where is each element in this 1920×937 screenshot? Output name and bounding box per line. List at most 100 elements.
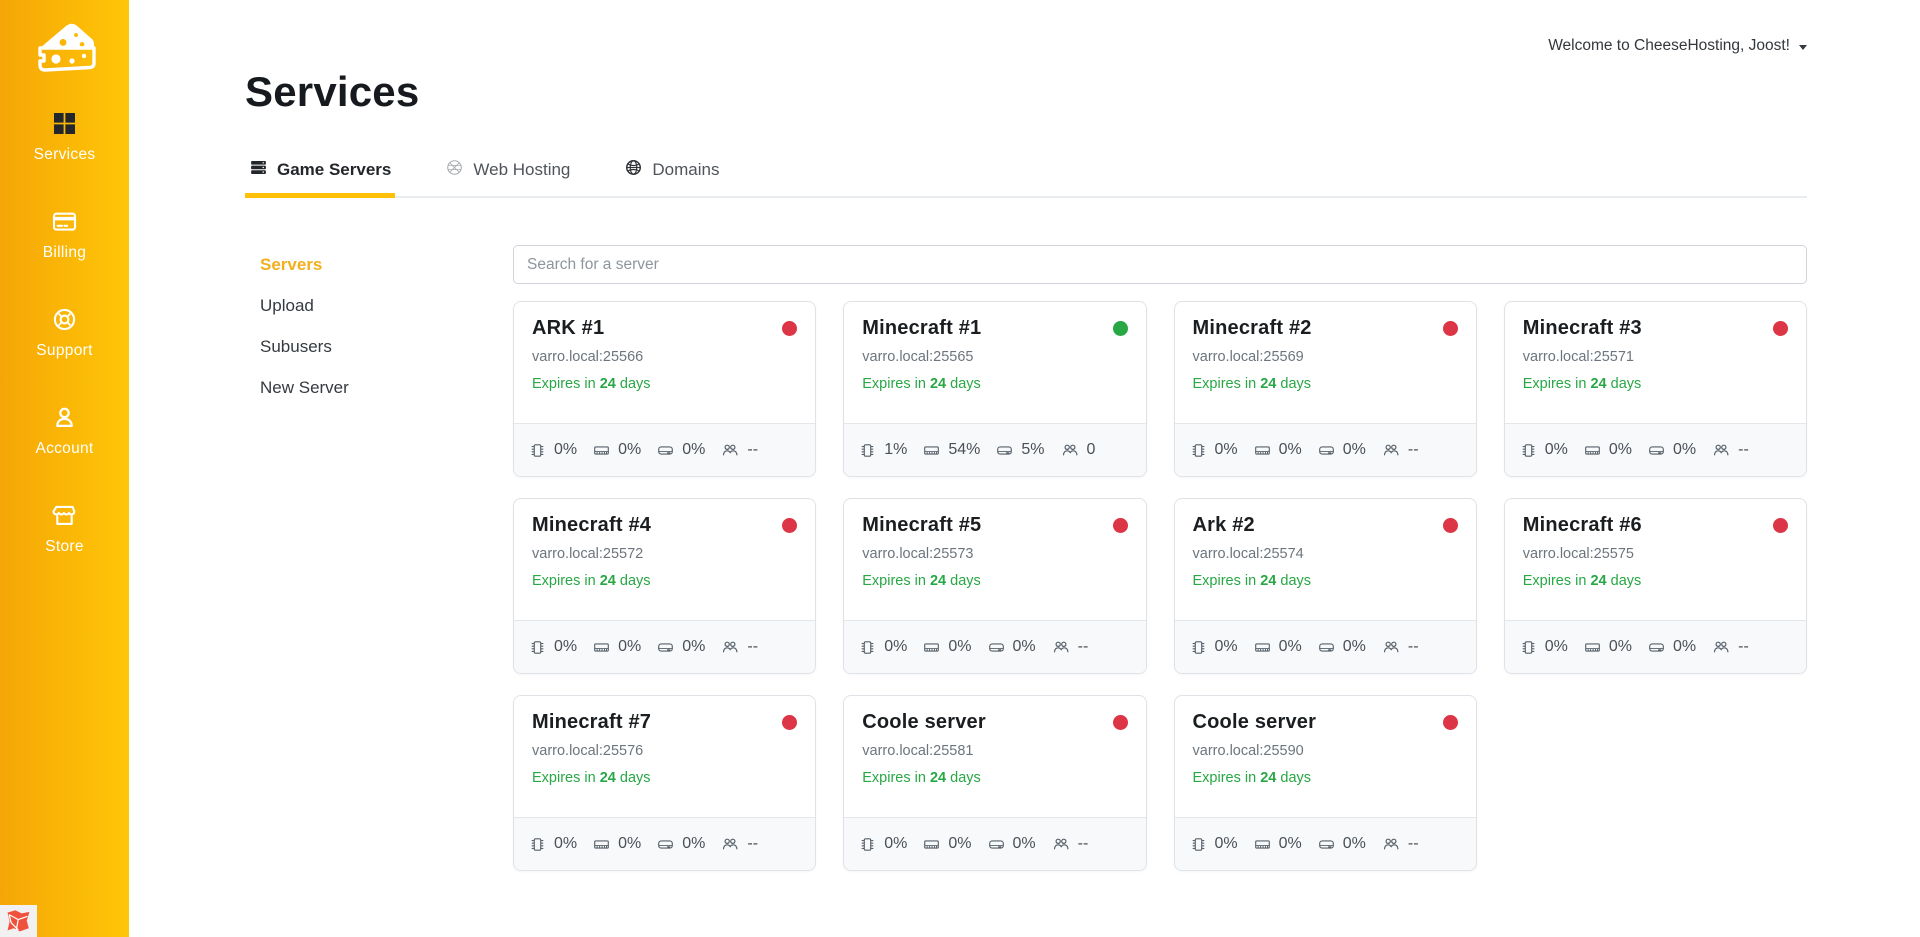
laravel-icon — [7, 909, 30, 931]
tab-label: Game Servers — [277, 160, 392, 180]
cpu-stat: 0% — [1190, 639, 1238, 656]
cpu-stat: 0% — [859, 836, 907, 853]
server-stats: 0% 0% — [844, 620, 1146, 674]
page-title: Services — [245, 68, 420, 115]
cpu-value: 0% — [1214, 638, 1238, 656]
tab-web-hosting[interactable]: Web Hosting — [441, 150, 574, 196]
players-icon — [723, 444, 738, 456]
players-value: 0 — [1086, 441, 1096, 459]
sidebar-item-support[interactable]: Support — [36, 306, 92, 360]
server-card[interactable]: ARK #1 varro.local:25566 Expires in 24 d… — [513, 301, 817, 478]
server-card[interactable]: Minecraft #2 varro.local:25569 Expires i… — [1173, 301, 1477, 478]
subnav-item-subusers[interactable]: Subusers — [260, 337, 332, 357]
search-input[interactable] — [513, 245, 1807, 285]
server-subnav: Servers Upload Subusers New Server — [245, 245, 513, 871]
cpu-stat: 0% — [1520, 442, 1568, 459]
cpu-icon — [531, 444, 544, 457]
server-name: Minecraft #5 — [862, 514, 982, 537]
credit-card-icon — [51, 208, 78, 235]
server-stats: 0% 0% — [514, 423, 816, 477]
memory-icon — [924, 643, 940, 652]
cpu-value: 0% — [1214, 441, 1238, 459]
subnav-item-new-server[interactable]: New Server — [260, 378, 349, 398]
players-stat: -- — [721, 835, 758, 853]
expiry-text: Expires in 24 days — [532, 770, 651, 787]
tab-domains[interactable]: Domains — [620, 150, 723, 196]
server-card[interactable]: Coole server varro.local:25581 Expires i… — [843, 695, 1147, 872]
disk-stat: 0% — [1648, 639, 1696, 656]
cpu-stat: 0% — [529, 836, 577, 853]
memory-stat: 0% — [1254, 639, 1302, 656]
memory-icon — [1254, 840, 1270, 849]
disk-stat: 0% — [1648, 442, 1696, 459]
server-card[interactable]: Minecraft #6 varro.local:25575 Expires i… — [1503, 498, 1807, 675]
expiry-text: Expires in 24 days — [1522, 376, 1642, 393]
server-address: varro.local:25572 — [532, 546, 644, 563]
laravel-debug-badge[interactable] — [0, 905, 37, 937]
server-stats: 0% 0% — [514, 817, 816, 871]
disk-icon — [658, 446, 674, 455]
players-icon — [1053, 641, 1069, 653]
sidebar-item-billing[interactable]: Billing — [43, 208, 86, 262]
players-stat: -- — [1382, 638, 1419, 656]
server-name: Minecraft #7 — [532, 711, 652, 734]
sidebar-item-label: Billing — [42, 244, 87, 261]
cpu-icon — [861, 444, 874, 457]
players-value: -- — [1738, 638, 1749, 656]
server-card[interactable]: Minecraft #1 varro.local:25565 Expires i… — [843, 301, 1147, 478]
server-card[interactable]: Minecraft #7 varro.local:25576 Expires i… — [513, 695, 817, 872]
players-value: -- — [1407, 441, 1419, 459]
disk-icon — [658, 840, 674, 849]
expiry-text: Expires in 24 days — [1522, 573, 1642, 590]
cheese-logo[interactable] — [27, 14, 103, 76]
server-stats: 0% 0% — [514, 620, 816, 674]
server-card[interactable]: Ark #2 varro.local:25574 Expires in 24 d… — [1173, 498, 1477, 675]
sidebar-item-account[interactable]: Account — [35, 404, 93, 458]
memory-value: 0% — [618, 638, 642, 656]
disk-stat: 0% — [988, 836, 1036, 853]
tab-game-servers[interactable]: Game Servers — [245, 150, 396, 199]
cpu-icon — [1192, 641, 1204, 654]
cpu-value: 0% — [884, 835, 908, 853]
players-stat: -- — [1052, 835, 1088, 853]
players-value: -- — [747, 835, 759, 853]
server-stats: 0% 0% — [1174, 817, 1476, 871]
server-card[interactable]: Minecraft #4 varro.local:25572 Expires i… — [513, 498, 817, 675]
disk-stat: 5% — [996, 442, 1045, 459]
players-value: -- — [1738, 441, 1749, 459]
status-dot — [1112, 321, 1128, 337]
server-stats: 0% 0% — [1504, 423, 1806, 477]
sidebar-item-services[interactable]: Services — [34, 110, 96, 164]
expiry-text: Expires in 24 days — [862, 376, 981, 393]
topbar: Welcome to CheeseHosting, Joost! — [245, 0, 1807, 55]
server-address: varro.local:25574 — [1192, 546, 1304, 563]
globe-icon — [624, 158, 643, 182]
status-dot — [782, 518, 798, 534]
players-icon — [1062, 444, 1078, 456]
players-stat: -- — [1382, 835, 1419, 853]
server-name: Ark #2 — [1192, 514, 1255, 537]
disk-icon — [1318, 446, 1334, 455]
cpu-value: 0% — [554, 638, 578, 656]
players-stat: -- — [721, 441, 758, 459]
server-card[interactable]: Coole server varro.local:25590 Expires i… — [1173, 695, 1477, 872]
server-card[interactable]: Minecraft #3 varro.local:25571 Expires i… — [1503, 301, 1807, 478]
server-name: Minecraft #2 — [1192, 317, 1312, 340]
subnav-item-servers[interactable]: Servers — [260, 255, 323, 275]
memory-stat: 0% — [923, 639, 972, 656]
cpu-stat: 1% — [859, 442, 907, 459]
account-dropdown[interactable]: Welcome to CheeseHosting, Joost! — [1548, 37, 1807, 55]
server-address: varro.local:25576 — [532, 743, 644, 760]
cpu-icon — [1192, 444, 1204, 457]
players-icon — [1383, 838, 1399, 850]
server-stats: 0% 0% — [1174, 620, 1476, 674]
cpu-value: 1% — [884, 441, 908, 459]
server-card[interactable]: Minecraft #5 varro.local:25573 Expires i… — [843, 498, 1147, 675]
sidebar-item-store[interactable]: Store — [45, 502, 84, 556]
expiry-text: Expires in 24 days — [532, 376, 651, 393]
subnav-item-upload[interactable]: Upload — [260, 296, 314, 316]
server-address: varro.local:25575 — [1522, 546, 1634, 563]
cpu-value: 0% — [1544, 638, 1568, 656]
disk-icon — [1649, 643, 1664, 652]
memory-stat: 0% — [1254, 836, 1302, 853]
